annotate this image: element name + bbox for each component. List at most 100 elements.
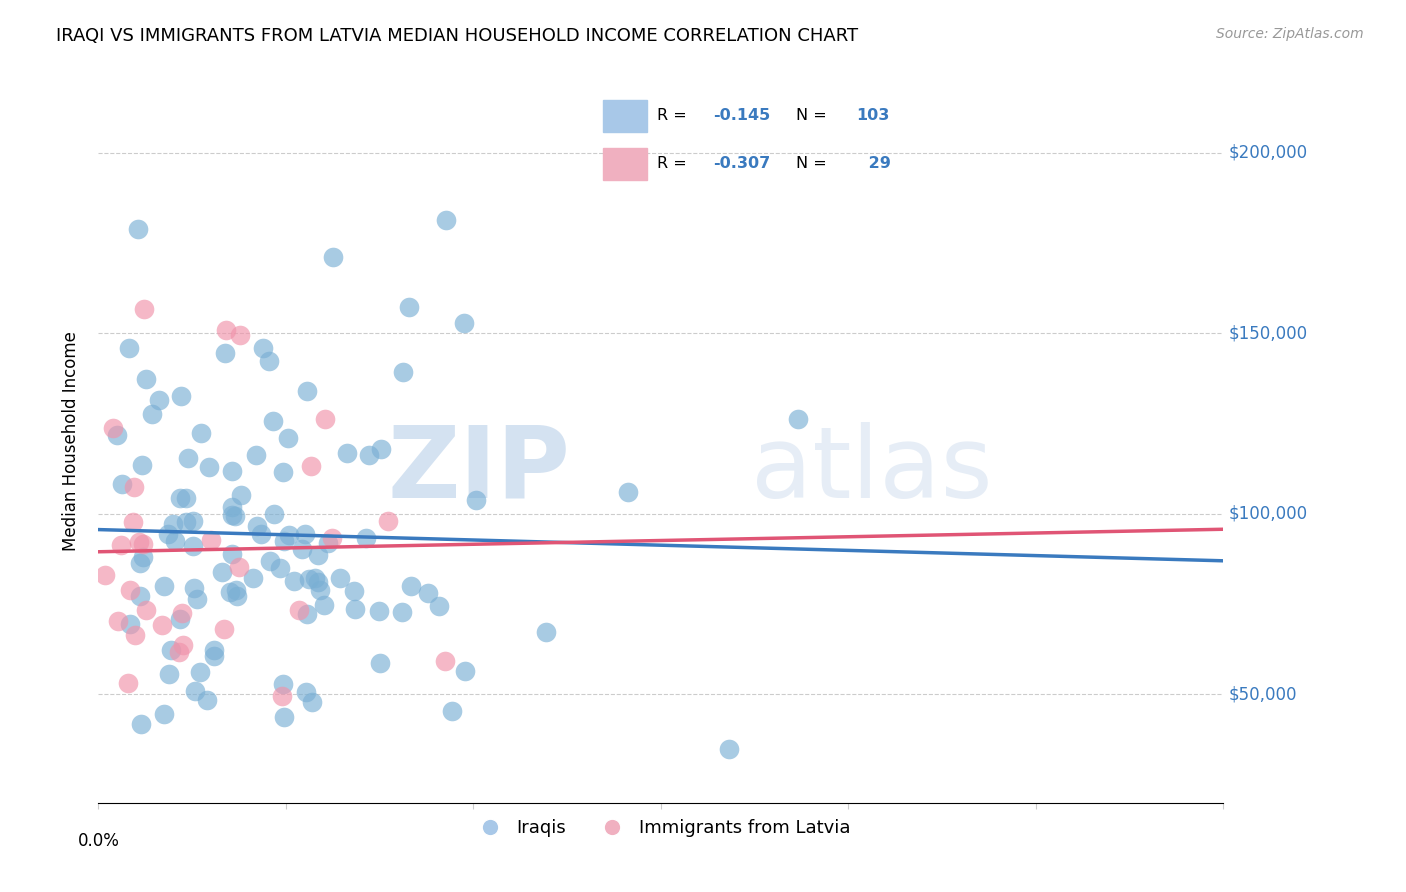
Point: [301, 695, 323, 709]
Point: [229, 488, 252, 502]
Point: [321, 532, 343, 546]
Point: [312, 599, 335, 613]
Point: [309, 582, 332, 597]
Point: [344, 601, 367, 615]
Point: [188, 665, 211, 679]
Point: [129, 717, 152, 731]
Point: [122, 516, 145, 530]
Point: [181, 540, 204, 554]
Point: [252, 341, 274, 355]
Point: [536, 625, 558, 640]
Point: [132, 537, 155, 551]
Point: [299, 459, 322, 474]
Point: [273, 534, 295, 549]
Point: [263, 508, 285, 522]
Point: [273, 709, 295, 723]
Point: [202, 643, 225, 657]
Point: [202, 649, 225, 664]
Point: [200, 533, 222, 547]
Point: [221, 500, 243, 514]
Point: [718, 741, 741, 756]
Point: [214, 345, 236, 359]
Point: [131, 458, 153, 472]
Point: [283, 574, 305, 588]
Point: [214, 323, 236, 337]
Point: [440, 705, 463, 719]
Point: [170, 607, 193, 621]
Point: [127, 221, 149, 235]
Point: [128, 590, 150, 604]
Point: [124, 628, 146, 642]
Point: [219, 584, 242, 599]
Point: [295, 384, 318, 398]
Point: [153, 579, 176, 593]
Point: [214, 623, 236, 637]
Point: [228, 560, 250, 574]
Point: [370, 442, 392, 457]
Point: [368, 657, 391, 671]
Text: IRAQI VS IMMIGRANTS FROM LATVIA MEDIAN HOUSEHOLD INCOME CORRELATION CHART: IRAQI VS IMMIGRANTS FROM LATVIA MEDIAN H…: [56, 27, 859, 45]
Point: [211, 565, 233, 579]
Text: 0.0%: 0.0%: [77, 831, 120, 850]
Point: [169, 612, 191, 626]
Point: [246, 519, 269, 533]
Point: [316, 536, 339, 550]
Point: [141, 407, 163, 421]
Point: [162, 517, 184, 532]
Point: [307, 548, 329, 562]
Point: [245, 448, 267, 462]
Point: [181, 514, 204, 528]
Point: [392, 365, 415, 379]
Point: [198, 460, 221, 475]
Point: [117, 676, 139, 690]
Point: [427, 599, 450, 613]
Point: [433, 654, 456, 668]
Point: [617, 485, 640, 500]
Point: [329, 570, 352, 584]
Point: [170, 389, 193, 403]
Point: [94, 568, 117, 582]
Text: $150,000: $150,000: [1229, 324, 1308, 343]
Point: [271, 677, 294, 691]
Point: [322, 250, 344, 264]
Point: [354, 532, 377, 546]
Point: [160, 643, 183, 657]
Text: $50,000: $50,000: [1229, 685, 1298, 704]
Point: [304, 571, 326, 585]
Point: [122, 480, 145, 494]
Point: [271, 466, 294, 480]
Point: [101, 421, 124, 435]
Point: [135, 603, 157, 617]
Point: [399, 579, 422, 593]
Point: [148, 393, 170, 408]
Point: [167, 645, 190, 659]
Point: [111, 476, 134, 491]
Point: [128, 534, 150, 549]
Point: [287, 603, 309, 617]
Point: [107, 615, 129, 629]
Point: [377, 515, 399, 529]
Point: [434, 213, 457, 227]
Point: [174, 515, 197, 529]
Point: [129, 556, 152, 570]
Point: [174, 491, 197, 505]
Point: [278, 528, 301, 542]
Point: [186, 592, 208, 607]
Point: [295, 685, 318, 699]
Point: [298, 573, 321, 587]
Text: atlas: atlas: [751, 422, 993, 519]
Point: [177, 450, 200, 465]
Point: [157, 667, 180, 681]
Point: [118, 341, 141, 355]
Point: [228, 327, 250, 342]
Y-axis label: Median Household Income: Median Household Income: [62, 332, 80, 551]
Point: [105, 428, 128, 442]
Point: [295, 607, 318, 622]
Point: [787, 412, 810, 426]
Point: [257, 353, 280, 368]
Point: [277, 431, 299, 445]
Point: [271, 689, 294, 703]
Point: [190, 425, 212, 440]
Point: [169, 491, 191, 505]
Point: [165, 534, 187, 549]
